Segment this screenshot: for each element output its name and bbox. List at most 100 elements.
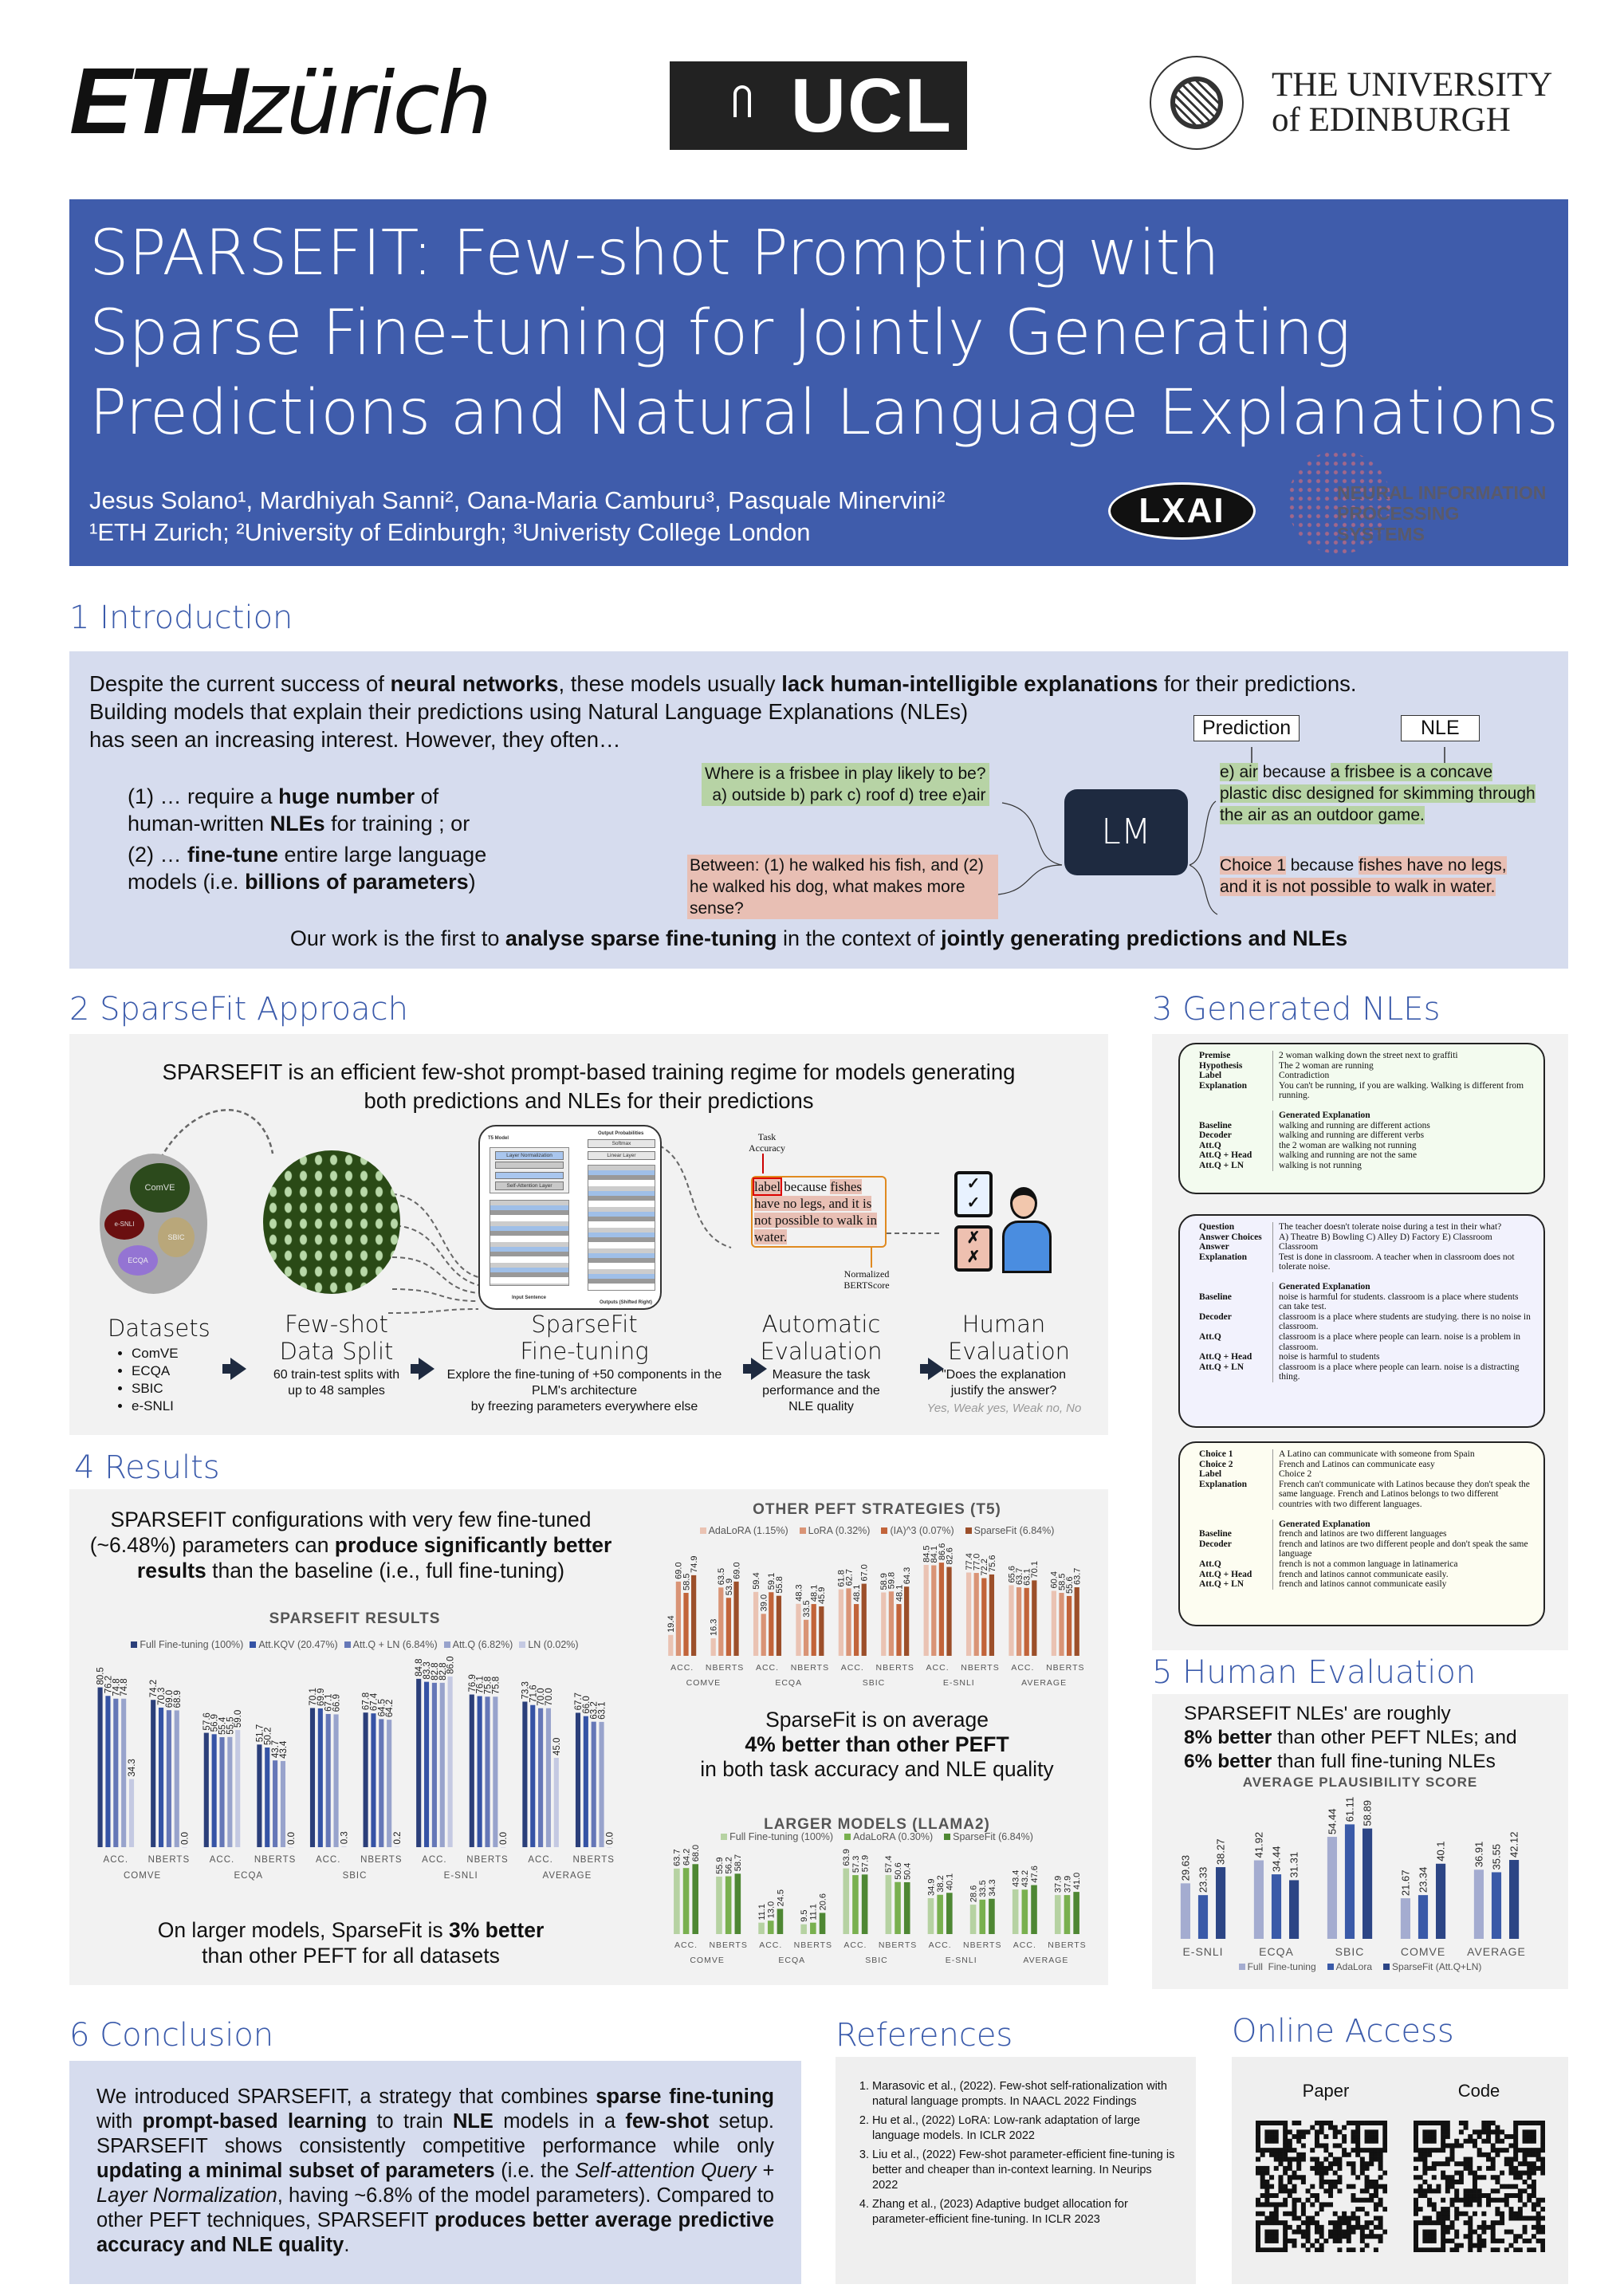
qr-module: [1273, 2152, 1279, 2157]
qr-code-paper[interactable]: [1256, 2121, 1387, 2252]
axis-category-label: COMVE: [124, 1871, 161, 1881]
qr-module: [1269, 2202, 1275, 2208]
qr-module: [1332, 2234, 1338, 2239]
qr-module: [1323, 2134, 1329, 2140]
legend-label: SparseFit (6.84%): [973, 1525, 1055, 1536]
qr-module: [1337, 2247, 1343, 2252]
axis-tick-label: NBERTS: [572, 1855, 614, 1865]
qr-module: [1328, 2152, 1334, 2157]
qr-module: [1373, 2193, 1378, 2199]
qr-module: [1332, 2220, 1338, 2226]
qr-module: [1454, 2211, 1460, 2216]
t5-output-label: Output Probabilities: [598, 1131, 644, 1136]
qr-module: [1418, 2188, 1423, 2194]
qr-module: [1513, 2121, 1519, 2125]
code-label: Code: [1457, 2081, 1500, 2101]
nle-row: Decoder classroom is a place where studen…: [1199, 1311, 1532, 1332]
qr-module: [1422, 2165, 1428, 2171]
qr-module: [1364, 2175, 1370, 2180]
axis-category-label: AVERAGE: [543, 1871, 592, 1881]
qr-module: [1355, 2125, 1361, 2130]
legend-swatch: [965, 1527, 972, 1534]
qr-module: [1414, 2197, 1418, 2203]
qr-module: [1422, 2148, 1428, 2153]
qr-module: [1287, 2148, 1292, 2153]
neurips-dots-icon: [1288, 450, 1391, 554]
qr-module: [1513, 2148, 1519, 2153]
qr-module: [1458, 2129, 1464, 2135]
bar-value-label: 55.5: [226, 1716, 235, 1734]
qr-module: [1422, 2229, 1428, 2235]
bar: [903, 1881, 910, 1934]
qr-module: [1441, 2125, 1446, 2130]
bar: [1197, 1895, 1209, 1939]
bar: [333, 1714, 339, 1847]
qr-module: [1463, 2220, 1469, 2226]
bar-value-label: 21.67: [1399, 1870, 1411, 1897]
bar-value-label: 41.0: [1072, 1873, 1082, 1889]
qr-module: [1513, 2129, 1519, 2135]
qr-module: [1364, 2148, 1370, 2153]
qr-module: [1508, 2156, 1514, 2162]
dataset-item: ComVE: [132, 1345, 179, 1362]
legend-item: Full Fine-tuning (100%): [131, 1639, 243, 1650]
qr-module: [1300, 2179, 1306, 2184]
qr-module: [1355, 2138, 1361, 2144]
qr-module: [1431, 2188, 1437, 2194]
legend-swatch: [699, 1527, 706, 1534]
bar-value-label: 75.6: [988, 1555, 997, 1572]
legend-label: Att.Q (6.82%): [452, 1639, 513, 1650]
qr-module: [1273, 2129, 1279, 2135]
qr-module: [1342, 2152, 1347, 2157]
bar: [1059, 1593, 1064, 1656]
qr-module: [1522, 2215, 1528, 2221]
legend-item: Att.Q + LN (6.84%): [344, 1639, 438, 1650]
qr-module: [1449, 2197, 1455, 2203]
qr-module: [1287, 2156, 1292, 2162]
nle-row-value: the 2 woman are walking not running: [1272, 1140, 1532, 1151]
nle-row-value: The 2 woman are running: [1272, 1060, 1532, 1071]
ucl-logo-text: UCL: [790, 63, 953, 148]
intro-point-2: (2) … fine-tune entire large language mod…: [128, 843, 487, 894]
bar: [379, 1719, 384, 1847]
bar: [1473, 1869, 1484, 1939]
qr-module: [1431, 2121, 1437, 2125]
qr-module: [1472, 2229, 1477, 2235]
bar: [1180, 1883, 1190, 1939]
bar-value-label: 76.2: [104, 1676, 113, 1693]
nle-row-value: Contradiction: [1272, 1071, 1532, 1081]
qr-module: [1269, 2175, 1275, 2180]
qr-module: [1292, 2170, 1297, 2176]
axis-tick-label: ACC.: [674, 1940, 698, 1950]
qr-module: [1364, 2184, 1370, 2189]
axis-category-label: SBIC: [863, 1678, 886, 1688]
qr-module: [1468, 2215, 1473, 2221]
axis-category-label: COMVE: [686, 1678, 722, 1688]
bar-value-label: 64.5: [377, 1699, 387, 1716]
qr-module: [1256, 2156, 1260, 2162]
nle-row-value: Choice 2: [1272, 1469, 1532, 1480]
qr-module: [1427, 2138, 1433, 2144]
bar-value-label: 41.92: [1252, 1832, 1264, 1858]
qr-code-code[interactable]: [1414, 2121, 1545, 2252]
bar-value-label: 45.9: [817, 1587, 827, 1604]
bar-value-label: 0.0: [605, 1832, 615, 1845]
bar: [981, 1578, 987, 1656]
qr-module: [1490, 2156, 1496, 2162]
qr-module: [1527, 2148, 1532, 2153]
qr-module: [1269, 2129, 1275, 2135]
qr-module: [1540, 2121, 1545, 2125]
qr-module: [1513, 2184, 1519, 2189]
qr-module: [1314, 2170, 1319, 2176]
nle-row-value: 2 woman walking down the street next to …: [1272, 1051, 1532, 1061]
bar-value-label: 64.3: [902, 1567, 912, 1584]
qr-module: [1527, 2129, 1532, 2135]
qr-module: [1458, 2175, 1464, 2180]
edinburgh-line1: THE UNIVERSITY: [1272, 66, 1553, 104]
qr-module: [1256, 2134, 1260, 2140]
bar: [819, 1606, 824, 1656]
qr-module: [1536, 2156, 1541, 2162]
qr-module: [1283, 2211, 1288, 2216]
bar-value-label: 54.44: [1326, 1809, 1338, 1835]
qr-module: [1513, 2193, 1519, 2199]
